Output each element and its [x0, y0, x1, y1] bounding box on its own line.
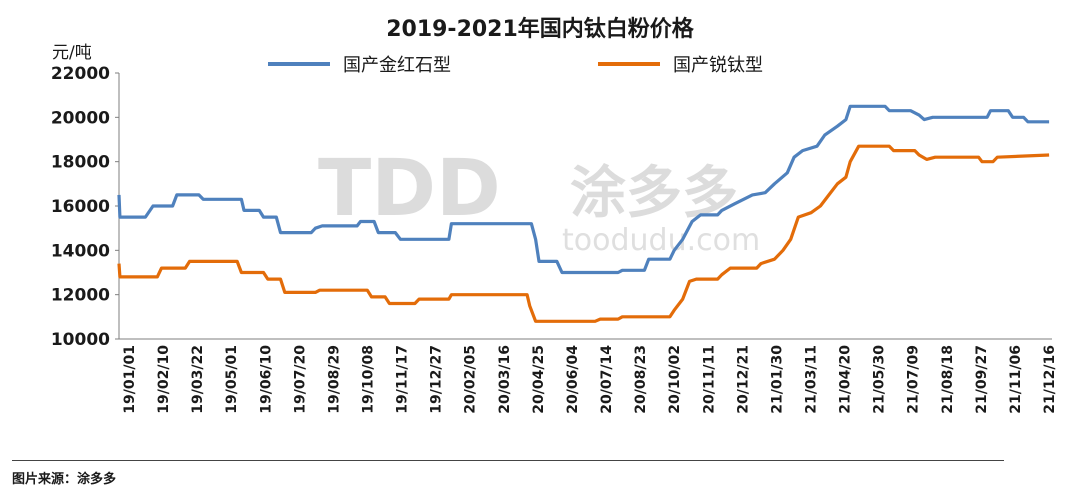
x-tick-label: 19/12/27: [429, 345, 445, 414]
watermark-logo: TDD: [318, 144, 501, 234]
watermark: TDD 涂多多 toodudu.com: [318, 144, 760, 258]
x-tick-label: 21/07/09: [906, 345, 922, 414]
x-tick-label: 19/05/01: [224, 345, 240, 414]
footer-rule: [12, 460, 1004, 461]
x-tick-label: 21/09/27: [974, 345, 990, 414]
x-tick-label: 21/01/30: [769, 345, 785, 414]
x-tick-label: 20/12/21: [735, 345, 751, 414]
x-tick-label: 19/06/10: [258, 345, 274, 414]
legend-label-rutile: 国产金红石型: [343, 55, 451, 76]
y-ticks: 10000 12000 14000 16000 18000 20000 22000: [51, 64, 119, 350]
y-tick-label: 12000: [51, 286, 110, 306]
x-tick-label: 21/08/18: [940, 345, 956, 414]
x-tick-label: 20/10/02: [667, 345, 683, 414]
price-chart: TDD 涂多多 toodudu.com 2019-2021年国内钛白粉价格 元/…: [51, 16, 1058, 414]
x-tick-label: 20/08/23: [633, 345, 649, 414]
x-tick-label: 19/11/17: [395, 345, 411, 414]
chart-title: 2019-2021年国内钛白粉价格: [386, 16, 695, 42]
source-note: 图片来源：涂多多: [12, 472, 117, 487]
x-tick-label: 21/04/20: [838, 345, 854, 414]
x-tick-label: 19/08/29: [326, 345, 342, 414]
x-tick-label: 20/07/14: [599, 345, 615, 414]
x-ticks: 19/01/01 19/02/10 19/03/22 19/05/01 19/06/10…: [122, 345, 1058, 414]
y-tick-label: 20000: [51, 108, 110, 128]
y-axis-unit: 元/吨: [52, 43, 92, 63]
x-tick-label: 20/02/05: [463, 345, 479, 414]
x-tick-label: 20/03/16: [497, 345, 513, 414]
x-tick-label: 21/11/06: [1008, 345, 1024, 414]
y-tick-label: 10000: [51, 330, 110, 350]
series-lines: [117, 104, 1050, 323]
x-tick-label: 19/03/22: [190, 345, 206, 414]
legend: 国产金红石型 国产锐钛型: [268, 55, 763, 76]
y-tick-label: 14000: [51, 241, 110, 261]
x-tick-label: 21/12/16: [1042, 345, 1058, 414]
x-tick-label: 20/04/25: [531, 345, 547, 414]
y-tick-label: 18000: [51, 153, 110, 173]
x-tick-label: 19/02/10: [156, 345, 172, 414]
series-line-rutile: [117, 104, 1050, 275]
x-tick-label: 19/01/01: [122, 345, 138, 414]
x-tick-label: 19/07/20: [292, 345, 308, 414]
x-tick-label: 20/06/04: [565, 345, 581, 414]
y-tick-label: 16000: [51, 197, 110, 217]
x-tick-label: 21/03/11: [803, 345, 819, 414]
legend-label-anatase: 国产锐钛型: [673, 55, 763, 76]
x-tick-label: 20/11/11: [701, 345, 717, 414]
watermark-url: toodudu.com: [562, 223, 760, 258]
series-line-anatase: [117, 144, 1050, 323]
y-tick-label: 22000: [51, 64, 110, 84]
x-tick-label: 21/05/30: [872, 345, 888, 414]
x-tick-label: 19/10/08: [361, 345, 377, 414]
